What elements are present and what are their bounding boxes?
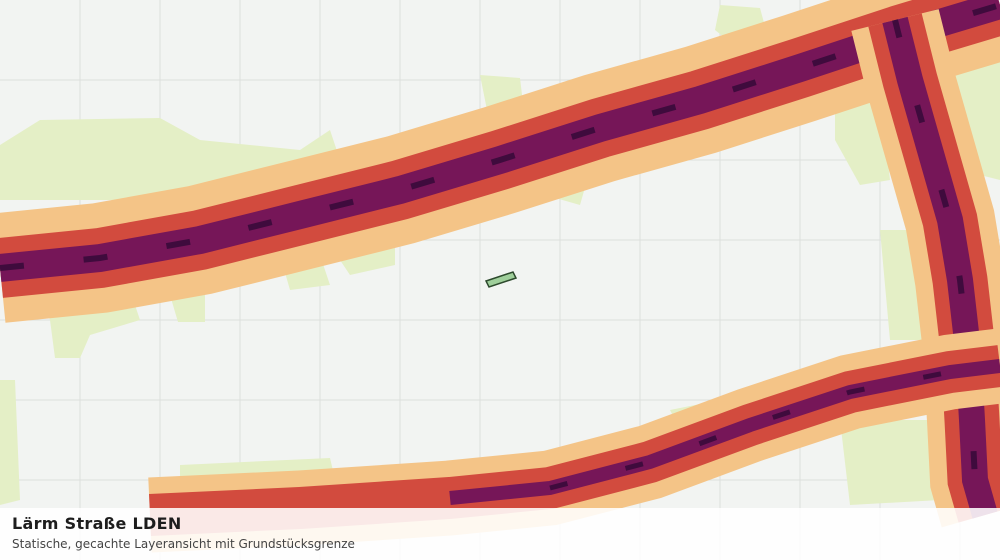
layer-subtitle: Statische, gecachte Layeransicht mit Gru… bbox=[12, 537, 355, 551]
layer-title: Lärm Straße LDEN bbox=[12, 514, 182, 533]
noise-band-road-a bbox=[0, 0, 1000, 323]
noise-band-road-b bbox=[851, 9, 1000, 528]
noise-band-road-c bbox=[148, 328, 1000, 553]
caption-bar: Lärm Straße LDEN Statische, gecachte Lay… bbox=[0, 508, 1000, 560]
property-parcel bbox=[484, 271, 518, 288]
